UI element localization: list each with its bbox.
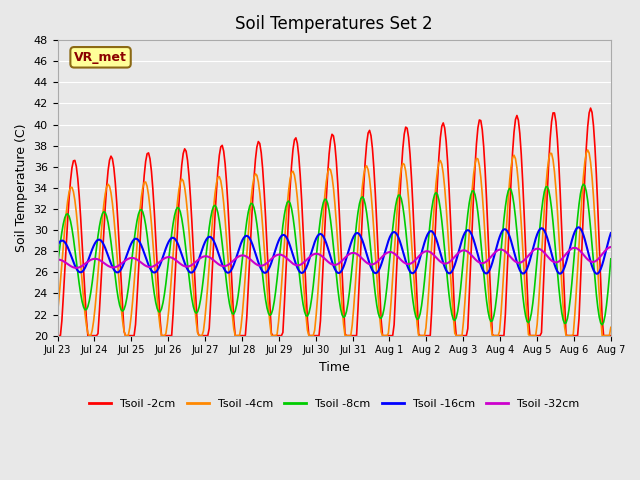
Tsoil -8cm xyxy=(580,181,588,187)
Text: VR_met: VR_met xyxy=(74,51,127,64)
Tsoil -4cm xyxy=(449,314,457,320)
Tsoil -2cm xyxy=(339,271,346,276)
Tsoil -4cm xyxy=(532,333,540,338)
Legend: Tsoil -2cm, Tsoil -4cm, Tsoil -8cm, Tsoil -16cm, Tsoil -32cm: Tsoil -2cm, Tsoil -4cm, Tsoil -8cm, Tsoi… xyxy=(84,395,584,413)
Tsoil -16cm xyxy=(448,268,456,274)
Tsoil -16cm xyxy=(339,267,346,273)
Tsoil -4cm xyxy=(54,311,61,316)
Tsoil -32cm xyxy=(449,255,457,261)
Tsoil -2cm xyxy=(531,333,538,338)
Tsoil -2cm xyxy=(54,333,61,338)
Tsoil -2cm xyxy=(90,333,97,338)
Tsoil -2cm xyxy=(587,105,595,111)
Tsoil -8cm xyxy=(54,262,61,268)
Line: Tsoil -32cm: Tsoil -32cm xyxy=(58,247,611,268)
Tsoil -16cm xyxy=(575,225,583,230)
Tsoil -4cm xyxy=(92,305,99,311)
Line: Tsoil -2cm: Tsoil -2cm xyxy=(58,108,611,336)
Tsoil -8cm xyxy=(90,268,97,274)
Tsoil -16cm xyxy=(72,265,80,271)
Line: Tsoil -8cm: Tsoil -8cm xyxy=(58,184,611,325)
Tsoil -8cm xyxy=(607,256,614,262)
X-axis label: Time: Time xyxy=(319,361,349,374)
Tsoil -4cm xyxy=(607,324,614,330)
Tsoil -8cm xyxy=(448,312,456,317)
Title: Soil Temperatures Set 2: Soil Temperatures Set 2 xyxy=(236,15,433,33)
Tsoil -2cm xyxy=(607,333,614,338)
Tsoil -16cm xyxy=(90,243,97,249)
Tsoil -8cm xyxy=(339,312,346,318)
Tsoil -8cm xyxy=(72,258,80,264)
Y-axis label: Soil Temperature (C): Soil Temperature (C) xyxy=(15,124,28,252)
Tsoil -32cm xyxy=(340,256,348,262)
Line: Tsoil -4cm: Tsoil -4cm xyxy=(58,150,611,336)
Tsoil -16cm xyxy=(593,271,600,276)
Tsoil -8cm xyxy=(598,322,606,328)
Tsoil -32cm xyxy=(72,265,80,271)
Tsoil -32cm xyxy=(92,256,99,262)
Tsoil -4cm xyxy=(72,210,80,216)
Tsoil -16cm xyxy=(531,241,538,247)
Tsoil -4cm xyxy=(340,321,348,327)
Line: Tsoil -16cm: Tsoil -16cm xyxy=(58,228,611,274)
Tsoil -32cm xyxy=(532,246,540,252)
Tsoil -32cm xyxy=(607,244,614,250)
Tsoil -4cm xyxy=(86,333,93,338)
Tsoil -16cm xyxy=(54,242,61,248)
Tsoil -32cm xyxy=(604,245,612,251)
Tsoil -32cm xyxy=(54,257,61,263)
Tsoil -8cm xyxy=(605,273,613,279)
Tsoil -4cm xyxy=(605,333,613,338)
Tsoil -4cm xyxy=(584,147,591,153)
Tsoil -2cm xyxy=(448,250,456,255)
Tsoil -2cm xyxy=(604,333,612,338)
Tsoil -8cm xyxy=(531,288,538,293)
Tsoil -2cm xyxy=(72,164,80,169)
Tsoil -16cm xyxy=(607,230,614,236)
Tsoil -16cm xyxy=(605,235,613,240)
Tsoil -32cm xyxy=(74,265,81,271)
